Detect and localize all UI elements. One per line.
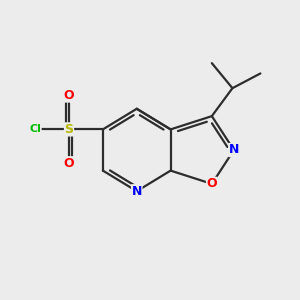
Text: O: O: [206, 177, 217, 190]
Text: O: O: [64, 157, 74, 170]
Text: S: S: [64, 123, 74, 136]
Text: O: O: [64, 89, 74, 102]
Text: N: N: [132, 185, 142, 198]
Text: Cl: Cl: [29, 124, 41, 134]
Text: N: N: [229, 143, 239, 157]
